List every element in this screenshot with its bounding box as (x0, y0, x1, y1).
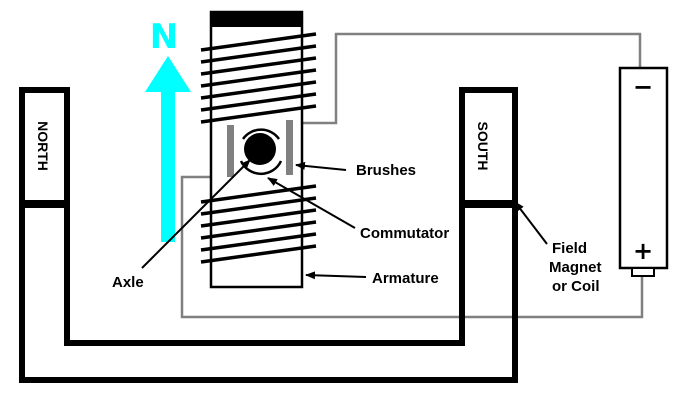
field-coil-label-line1: Field (552, 240, 587, 257)
armature-coil-windings-top (200, 32, 317, 124)
armature-top-winding (200, 68, 317, 88)
armature-coil-windings-bottom (200, 184, 317, 264)
armature-top-winding (200, 32, 317, 52)
armature-callout (305, 271, 367, 280)
right-brush (286, 120, 293, 175)
north-arrow-head (145, 56, 191, 92)
commutator-callout (267, 177, 356, 229)
north-pole (19, 87, 70, 206)
wire-top (296, 32, 642, 125)
north-arrow-label: N (150, 17, 178, 57)
battery: − + (618, 66, 669, 277)
field-coil-callout (514, 201, 548, 245)
armature-top-winding (200, 44, 317, 64)
battery-body (618, 66, 669, 270)
commutator (241, 128, 281, 140)
north-pole-label: NORTH (35, 121, 51, 171)
left-brush (227, 125, 234, 177)
north-arrow-shaft (161, 90, 175, 242)
commutator-label: Commutator (360, 225, 449, 242)
battery-negative-sign: − (633, 73, 653, 101)
callout-lines (141, 159, 548, 280)
field-coil-label-line3: or Coil (552, 278, 600, 295)
battery-terminal (631, 267, 655, 277)
brushes-label: Brushes (356, 162, 416, 179)
armature-top-winding (200, 92, 317, 112)
armature-top-cap (211, 12, 302, 27)
armature-bottom-winding (200, 196, 317, 216)
armature-bottom-winding (200, 232, 317, 252)
armature-bottom-winding (200, 220, 317, 240)
field-coil-label-line2: Magnet (549, 259, 602, 276)
south-pole-label: SOUTH (475, 122, 491, 171)
axle-label: Axle (112, 274, 144, 291)
armature-bottom-winding (200, 184, 317, 204)
north-arrow: N (145, 17, 191, 242)
armature-top-winding (200, 104, 317, 124)
armature-top-winding (200, 80, 317, 100)
brushes-callout (295, 161, 347, 171)
armature-top-winding (200, 56, 317, 76)
armature-label: Armature (372, 270, 439, 287)
wire-bottom (180, 175, 644, 319)
battery-positive-sign: + (633, 237, 653, 265)
armature-bottom-winding (200, 208, 317, 228)
armature-bottom-winding (200, 244, 317, 264)
axle (244, 133, 276, 165)
circuit-wiring (180, 32, 644, 319)
axle-callout (141, 159, 251, 269)
